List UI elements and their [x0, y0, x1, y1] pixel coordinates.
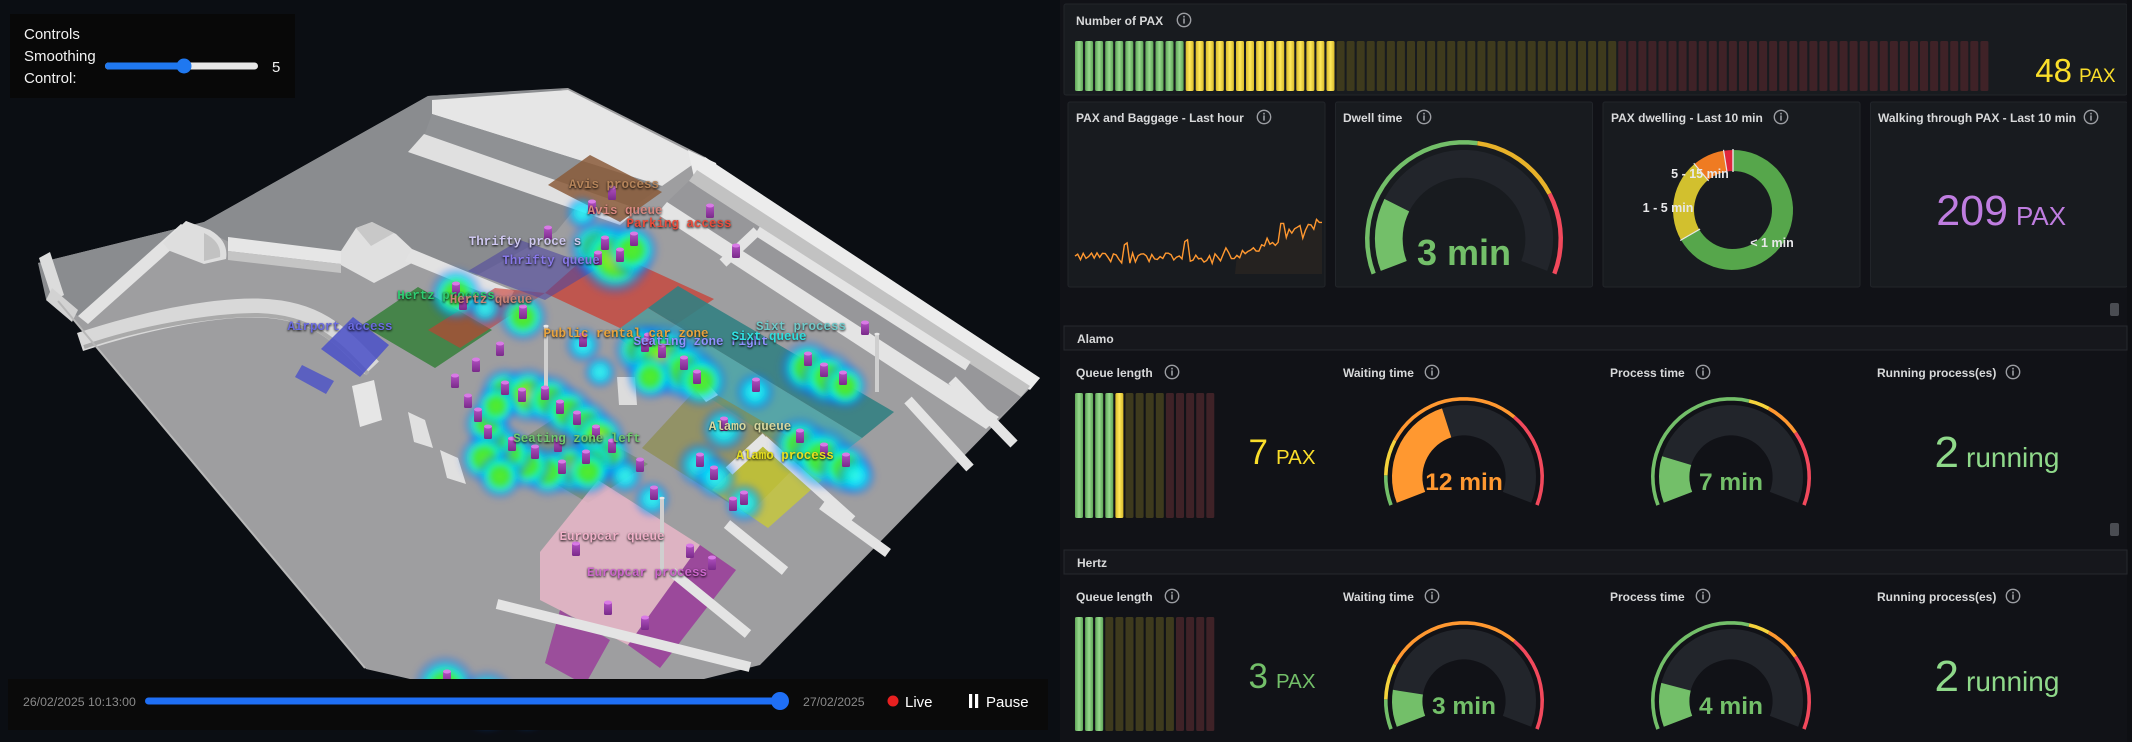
svg-text:Process time: Process time [1610, 366, 1685, 380]
svg-text:Process time: Process time [1610, 590, 1685, 604]
svg-text:PAX: PAX [2016, 201, 2066, 231]
svg-text:Hertz queue: Hertz queue [450, 293, 533, 307]
svg-text:Controls: Controls [24, 26, 80, 43]
svg-text:Europcar process: Europcar process [587, 566, 707, 580]
svg-text:Smoothing: Smoothing [24, 48, 96, 65]
svg-text:Avis process: Avis process [569, 178, 659, 192]
svg-text:PAX: PAX [2079, 66, 2116, 87]
svg-text:48: 48 [2035, 52, 2072, 89]
svg-text:Thrifty queue: Thrifty queue [502, 254, 600, 268]
svg-text:3 min: 3 min [1417, 232, 1511, 273]
svg-text:1 - 5 min: 1 - 5 min [1643, 201, 1694, 215]
svg-text:Hertz: Hertz [1077, 556, 1107, 570]
svg-text:Queue length: Queue length [1076, 590, 1153, 604]
svg-text:running: running [1966, 666, 2059, 697]
svg-text:Alamo process: Alamo process [736, 449, 834, 463]
svg-text:3: 3 [1249, 657, 1268, 696]
svg-text:209: 209 [1936, 187, 2008, 235]
svg-text:Europcar queue: Europcar queue [559, 530, 664, 544]
svg-text:12 min: 12 min [1425, 469, 1503, 496]
svg-text:Live: Live [905, 694, 933, 711]
svg-text:PAX and Baggage - Last hour: PAX and Baggage - Last hour [1076, 111, 1244, 125]
svg-text:running: running [1966, 442, 2059, 473]
svg-text:4 min: 4 min [1699, 693, 1763, 720]
svg-text:Waiting time: Waiting time [1343, 590, 1414, 604]
svg-text:Running process(es): Running process(es) [1877, 590, 1996, 604]
svg-text:Airport access: Airport access [287, 320, 392, 334]
svg-text:Seating zone left: Seating zone left [513, 432, 641, 446]
svg-text:Thrifty proce s: Thrifty proce s [469, 235, 582, 249]
svg-text:Public rental car zone: Public rental car zone [543, 327, 708, 341]
svg-text:26/02/2025 10:13:00: 26/02/2025 10:13:00 [23, 695, 136, 709]
svg-text:Control:: Control: [24, 70, 77, 87]
svg-text:3 min: 3 min [1432, 693, 1496, 720]
svg-text:Avis queue: Avis queue [587, 204, 662, 218]
svg-text:Walking through PAX - Last 10: Walking through PAX - Last 10 min [1878, 111, 2076, 125]
svg-text:7: 7 [1249, 433, 1268, 472]
svg-text:Parking access: Parking access [626, 217, 731, 231]
svg-text:Sixt queue: Sixt queue [731, 330, 806, 344]
svg-text:PAX dwelling - Last 10 min: PAX dwelling - Last 10 min [1611, 111, 1763, 125]
svg-text:5 - 15 min: 5 - 15 min [1671, 167, 1729, 181]
svg-text:2: 2 [1935, 428, 1959, 477]
svg-text:5: 5 [272, 59, 280, 76]
svg-text:PAX: PAX [1276, 446, 1316, 469]
svg-text:Number of PAX: Number of PAX [1076, 14, 1163, 28]
svg-text:Alamo: Alamo [1077, 332, 1114, 346]
svg-text:Waiting time: Waiting time [1343, 366, 1414, 380]
svg-text:< 1 min: < 1 min [1750, 236, 1793, 250]
svg-text:7 min: 7 min [1699, 469, 1763, 496]
svg-text:Dwell time: Dwell time [1343, 111, 1403, 125]
svg-text:Queue length: Queue length [1076, 366, 1153, 380]
svg-text:2: 2 [1935, 652, 1959, 701]
svg-text:Sixt process: Sixt process [756, 320, 846, 334]
svg-text:PAX: PAX [1276, 670, 1316, 693]
svg-text:27/02/2025: 27/02/2025 [803, 695, 865, 709]
svg-text:Hertz process: Hertz process [397, 289, 495, 303]
svg-text:Alamo queue: Alamo queue [709, 420, 792, 434]
svg-text:Pause: Pause [986, 694, 1029, 711]
svg-text:Running process(es): Running process(es) [1877, 366, 1996, 380]
svg-text:Seating zone right: Seating zone right [633, 335, 768, 349]
